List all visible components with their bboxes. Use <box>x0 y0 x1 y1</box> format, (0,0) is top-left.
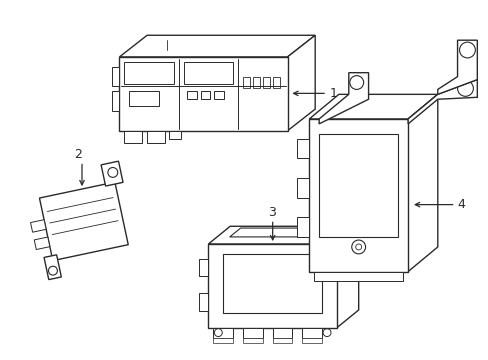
Bar <box>314 271 402 282</box>
Bar <box>252 77 259 89</box>
Polygon shape <box>407 80 476 124</box>
Bar <box>186 91 196 99</box>
Bar <box>308 119 407 271</box>
Bar <box>297 139 308 158</box>
Polygon shape <box>119 35 315 57</box>
Bar <box>213 328 233 338</box>
Polygon shape <box>208 226 358 244</box>
Bar <box>208 244 336 328</box>
Bar <box>243 328 262 338</box>
Bar <box>213 338 233 343</box>
Polygon shape <box>336 226 358 328</box>
Bar <box>124 131 142 143</box>
Bar <box>168 131 181 139</box>
Polygon shape <box>40 182 128 261</box>
Polygon shape <box>319 73 368 124</box>
Bar <box>272 77 279 89</box>
Polygon shape <box>101 161 123 186</box>
Bar <box>272 328 292 338</box>
Bar <box>198 259 208 276</box>
Bar <box>243 338 262 343</box>
Bar <box>262 77 269 89</box>
Polygon shape <box>407 94 437 271</box>
Bar <box>223 254 322 313</box>
Polygon shape <box>308 94 437 119</box>
Bar <box>319 134 397 237</box>
Polygon shape <box>437 40 476 94</box>
Bar <box>272 338 292 343</box>
Bar <box>243 77 249 89</box>
Bar <box>302 328 322 338</box>
Bar <box>214 91 224 99</box>
Polygon shape <box>287 35 315 131</box>
Polygon shape <box>44 255 61 280</box>
Bar <box>124 62 173 84</box>
Bar <box>302 338 322 343</box>
Bar <box>198 293 208 311</box>
Text: 3: 3 <box>267 206 275 219</box>
Bar <box>147 131 164 143</box>
Bar <box>129 91 159 106</box>
Bar <box>111 67 119 86</box>
Polygon shape <box>30 220 46 232</box>
Text: 2: 2 <box>74 148 82 161</box>
Polygon shape <box>34 237 50 249</box>
Bar <box>183 62 233 84</box>
Bar <box>111 91 119 111</box>
Bar <box>297 217 308 237</box>
Text: 4: 4 <box>457 198 465 211</box>
Bar <box>200 91 210 99</box>
Bar <box>119 57 287 131</box>
Text: 1: 1 <box>329 87 337 100</box>
Bar <box>297 178 308 198</box>
